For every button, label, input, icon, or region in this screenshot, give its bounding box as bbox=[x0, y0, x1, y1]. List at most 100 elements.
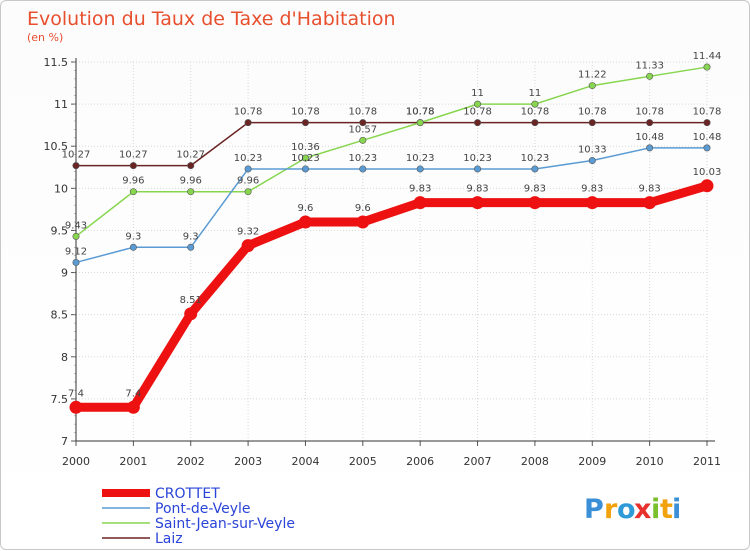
data-point bbox=[356, 215, 370, 229]
y-tick-label: 10.5 bbox=[44, 140, 69, 153]
legend-label: CROTTET bbox=[155, 486, 220, 502]
data-point bbox=[646, 119, 654, 127]
x-tick-label: 2004 bbox=[291, 455, 319, 468]
data-label: 8.51 bbox=[180, 295, 202, 306]
brand-letter: i bbox=[651, 494, 660, 525]
data-point bbox=[301, 165, 309, 173]
data-label: 10.23 bbox=[234, 153, 263, 164]
data-label: 10.23 bbox=[348, 153, 377, 164]
data-point bbox=[244, 188, 252, 196]
data-label: 10.27 bbox=[62, 150, 91, 161]
data-label: 10.48 bbox=[635, 132, 664, 143]
x-tick-label: 2000 bbox=[62, 455, 90, 468]
data-point bbox=[72, 162, 80, 170]
data-point bbox=[703, 63, 711, 71]
data-label: 9.3 bbox=[125, 231, 141, 242]
data-label: 10.78 bbox=[406, 107, 435, 118]
data-label: 10.36 bbox=[291, 142, 320, 153]
data-label: 10.23 bbox=[406, 153, 435, 164]
data-point bbox=[531, 165, 539, 173]
data-label: 10.23 bbox=[463, 153, 492, 164]
data-label: 10.48 bbox=[693, 132, 722, 143]
data-label: 9.6 bbox=[298, 203, 314, 214]
data-point bbox=[244, 165, 252, 173]
y-tick-label: 8 bbox=[61, 351, 68, 364]
data-point bbox=[646, 144, 654, 152]
data-point bbox=[72, 258, 80, 266]
data-label: 9.96 bbox=[180, 176, 202, 187]
data-label: 10.23 bbox=[291, 153, 320, 164]
data-point bbox=[129, 243, 137, 251]
data-point bbox=[359, 165, 367, 173]
x-tick-label: 2007 bbox=[464, 455, 492, 468]
series-line-2 bbox=[75, 66, 708, 238]
legend-label: Laiz bbox=[155, 531, 183, 547]
y-tick-label: 10 bbox=[54, 182, 68, 195]
legend: CROTTETPont-de-VeyleSaint-Jean-sur-Veyle… bbox=[102, 486, 295, 547]
data-point bbox=[184, 307, 198, 321]
data-point bbox=[528, 196, 542, 210]
data-label: 10.78 bbox=[348, 107, 377, 118]
data-point bbox=[241, 239, 255, 253]
data-point bbox=[69, 400, 83, 414]
data-label: 10.57 bbox=[348, 124, 377, 135]
brand-letter: o bbox=[617, 494, 636, 525]
x-tick-label: 2006 bbox=[406, 455, 434, 468]
data-point bbox=[474, 165, 482, 173]
chart-title: Evolution du Taux de Taxe d'Habitation bbox=[27, 8, 396, 30]
data-point bbox=[471, 196, 485, 210]
data-point bbox=[474, 100, 482, 108]
data-point bbox=[588, 82, 596, 90]
x-tick-label: 2008 bbox=[521, 455, 549, 468]
legend-label: Pont-de-Veyle bbox=[155, 501, 251, 517]
data-point bbox=[588, 119, 596, 127]
brand-letter: t bbox=[660, 494, 673, 525]
y-tick-label: 7.5 bbox=[51, 393, 69, 406]
data-label: 9.83 bbox=[466, 184, 488, 195]
brand-letter: P bbox=[584, 494, 604, 525]
data-point bbox=[301, 119, 309, 127]
y-tick-label: 8.5 bbox=[51, 309, 69, 322]
data-label: 11.33 bbox=[635, 60, 664, 71]
data-label: 9.83 bbox=[581, 184, 603, 195]
brand-letter: x bbox=[634, 494, 651, 525]
data-label: 10.78 bbox=[406, 107, 435, 118]
x-tick-label: 2005 bbox=[349, 455, 377, 468]
data-point bbox=[129, 162, 137, 170]
y-tick-label: 11.5 bbox=[44, 56, 69, 69]
data-label: 9.83 bbox=[409, 184, 431, 195]
data-label: 11.44 bbox=[693, 51, 722, 62]
data-label: 9.6 bbox=[355, 203, 371, 214]
data-label: 11 bbox=[529, 88, 542, 99]
y-tick-label: 7 bbox=[61, 435, 68, 448]
data-point bbox=[700, 179, 714, 193]
data-label: 10.78 bbox=[463, 107, 492, 118]
data-label: 10.78 bbox=[578, 107, 607, 118]
data-point bbox=[474, 119, 482, 127]
data-label: 11.22 bbox=[578, 70, 607, 81]
data-label: 9.96 bbox=[237, 176, 259, 187]
data-label: 11 bbox=[471, 88, 484, 99]
series-line-0 bbox=[71, 181, 712, 412]
series-line-3 bbox=[75, 121, 708, 167]
data-point bbox=[585, 196, 599, 210]
data-point bbox=[126, 400, 140, 414]
data-point bbox=[416, 119, 424, 127]
data-point bbox=[244, 119, 252, 127]
x-tick-label: 2001 bbox=[119, 455, 147, 468]
data-point bbox=[703, 144, 711, 152]
axes: 7 7.5 8 8.5 9 9.5 10 10.5 11 11.5 2000 2001 2002 2003… bbox=[44, 56, 722, 468]
data-point bbox=[588, 157, 596, 165]
data-label: 10.27 bbox=[176, 150, 205, 161]
data-point bbox=[359, 136, 367, 144]
data-point bbox=[643, 196, 657, 210]
data-label: 9.12 bbox=[65, 246, 87, 257]
data-label: 10.33 bbox=[578, 145, 607, 156]
data-point bbox=[187, 188, 195, 196]
x-tick-label: 2010 bbox=[636, 455, 664, 468]
data-label: 10.03 bbox=[693, 167, 722, 178]
data-point bbox=[646, 72, 654, 80]
data-point bbox=[703, 119, 711, 127]
data-label: 9.3 bbox=[183, 231, 199, 242]
